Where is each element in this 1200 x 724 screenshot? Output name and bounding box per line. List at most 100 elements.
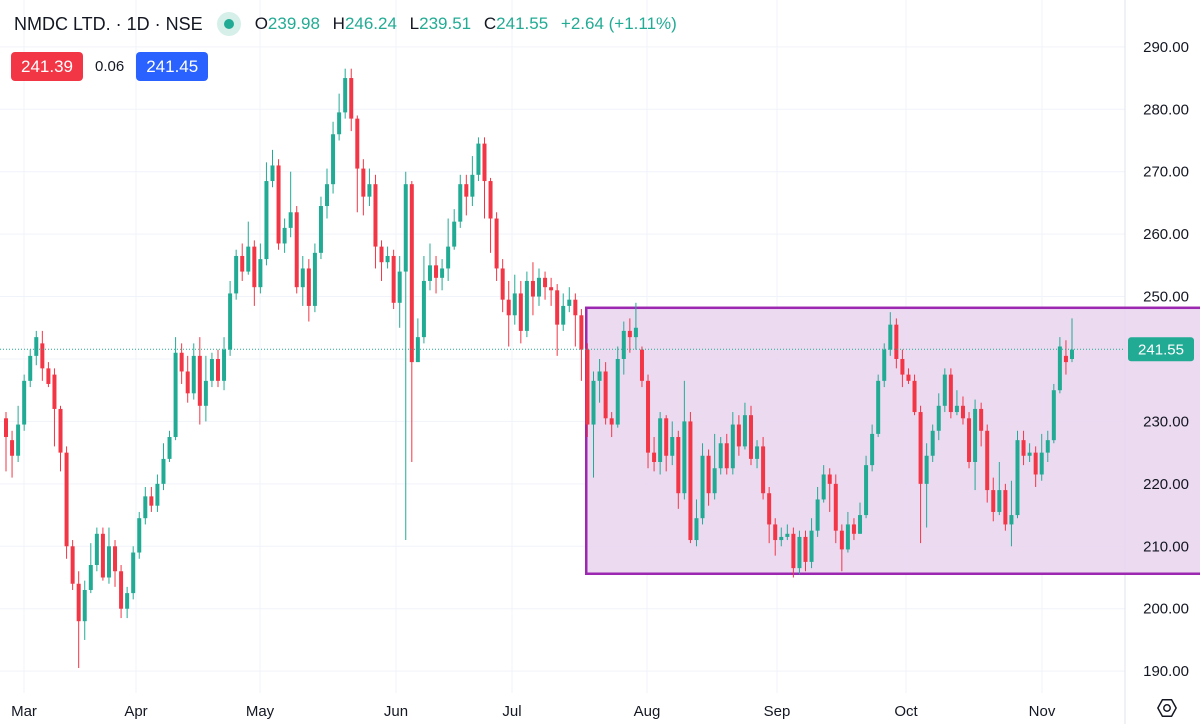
candle [167,430,172,462]
candle-body [288,212,293,228]
x-tick-label: May [246,703,275,720]
candle-body [337,112,342,135]
candle-body [397,271,402,303]
candle-body [88,565,93,590]
candle-body [579,315,584,350]
sell-button[interactable]: 241.39 [11,52,83,81]
candle-body [1070,349,1074,359]
candle-body [488,181,493,219]
candle-body [924,455,929,484]
symbol-title[interactable]: NMDC LTD. · 1D · NSE [14,13,203,34]
candle [300,255,305,306]
candle [736,415,741,456]
candle-body [621,330,626,359]
candle-body [912,380,917,413]
candle [1063,340,1068,375]
candle-body [215,358,220,381]
candle [403,171,408,541]
candle-body [312,252,317,306]
candle-body [676,437,681,494]
candle [385,246,390,269]
high-value: 246.24 [344,14,397,33]
candle-body [960,405,965,419]
candle [337,93,342,141]
candle [331,121,336,194]
candle-body [627,330,632,338]
candle-body [94,533,99,566]
candle [561,293,566,331]
candle-body [343,78,348,113]
candle-body [597,371,602,381]
candle-body [482,143,487,182]
x-tick-label: Mar [11,703,37,720]
candle [197,337,202,425]
candle [458,174,463,228]
candle [646,374,651,469]
candle [106,527,111,584]
candle [288,171,293,238]
candle-body [609,418,614,425]
candle [724,433,729,475]
candle-body [167,437,172,459]
x-axis[interactable]: Mar Apr May Jun Jul Aug Sep Oct Nov [11,703,1056,720]
candle [415,318,420,363]
candle [228,280,233,356]
candle-body [1033,452,1038,475]
candle-body [409,184,414,363]
y-tick-label: 220.00 [1143,476,1189,493]
candle [942,368,947,413]
y-axis[interactable]: 290.00 280.00 270.00 260.00 250.00 230.00 220.… [1143,39,1189,680]
candle-body [331,134,336,185]
candle-body [137,518,142,553]
candle-body [524,280,529,331]
candle [748,405,753,466]
candle [833,474,838,544]
settings-icon[interactable] [1156,697,1178,719]
candle-body [633,327,638,338]
candle [500,259,505,313]
candle [791,527,796,578]
candle [985,424,990,503]
candle-body [658,418,663,462]
change-value: +2.64 (+1.11%) [560,14,677,33]
candle [755,440,760,469]
candle [252,240,257,306]
candle [682,380,687,500]
candle [585,343,590,438]
candle-body [16,424,21,456]
candle [1033,446,1038,487]
open-label: O [254,14,268,33]
candle [930,424,935,462]
candle [361,159,366,216]
candle [742,402,747,450]
candle-body [349,78,354,119]
ohlc-legend: O239.98 H246.24 L239.51 C241.55 +2.64 (+… [255,14,677,34]
candle-body [240,255,245,272]
candle-body [46,368,51,384]
candle [1009,480,1014,547]
x-tick-label: Oct [894,703,918,720]
candle [809,518,814,569]
candle [16,405,21,462]
low-value: 239.51 [419,14,472,33]
candle [1003,483,1008,531]
candle-body [827,474,832,484]
candle-body [1021,440,1026,456]
candle-body [306,268,311,306]
candle [209,352,214,388]
x-tick-label: Nov [1029,703,1056,720]
buy-button[interactable]: 241.45 [136,52,209,81]
candle-body [1003,490,1008,525]
close-label: C [483,14,497,33]
candle-body [803,536,808,562]
candle [803,530,808,572]
candle [870,424,875,472]
candle-body [767,493,772,525]
candle [948,368,953,419]
candle-body [543,277,548,288]
candle-body [143,496,148,519]
candle-body [452,221,457,247]
low-label: L [409,14,420,33]
candle [815,486,820,537]
